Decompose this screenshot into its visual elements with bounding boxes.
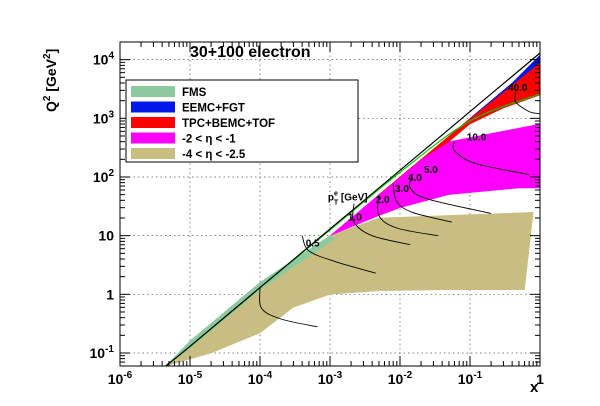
chart-title: 30+100 electron bbox=[190, 44, 311, 61]
y-tick-label: 1 bbox=[106, 286, 114, 302]
x-tick-label: 10-3 bbox=[318, 370, 343, 387]
legend-swatch bbox=[131, 132, 175, 144]
y-tick-labels: 10-1 1 10 102 103 104 bbox=[90, 51, 115, 361]
energy-curve bbox=[514, 92, 541, 115]
x-tick-labels: 10-6 10-5 10-4 10-3 10-2 10-1 1 bbox=[108, 370, 544, 387]
legend-swatch bbox=[131, 86, 175, 97]
energy-label: 3.0 bbox=[395, 184, 409, 195]
energy-curve bbox=[259, 287, 318, 328]
y-axis-label: Q2 [GeV2] bbox=[42, 49, 59, 112]
x-tick-label: 10-2 bbox=[388, 370, 413, 387]
legend-swatch bbox=[131, 117, 175, 128]
axis-ticks bbox=[119, 41, 541, 367]
energy-curve bbox=[392, 184, 452, 223]
energy-curve bbox=[352, 203, 411, 246]
legend-swatch bbox=[131, 101, 175, 113]
x-tick-label: 10-1 bbox=[458, 370, 483, 387]
energy-curve bbox=[377, 194, 439, 237]
x-tick-label: 10-4 bbox=[248, 370, 273, 387]
energy-curve bbox=[452, 141, 530, 176]
energy-curve bbox=[408, 175, 492, 214]
x-axis-label: x bbox=[530, 379, 539, 396]
energy-curves: 0.5 1.0 2.0 3.04.05.0 10.0 40.0 bbox=[259, 83, 541, 328]
legend-swatch bbox=[131, 148, 175, 159]
y-tick-label: 104 bbox=[93, 51, 115, 68]
legend-label: -4 < η < -2.5 bbox=[182, 149, 246, 161]
pt-annotation: pe T [GeV] bbox=[328, 190, 368, 206]
y-tick-label: 10 bbox=[98, 228, 114, 244]
kinematic-limit-line bbox=[165, 52, 541, 367]
x-tick-label: 10-5 bbox=[178, 370, 203, 387]
y-tick-label: 103 bbox=[93, 109, 115, 126]
x-tick-label: 1 bbox=[536, 371, 544, 387]
energy-label: 40.0 bbox=[508, 83, 528, 94]
legend-label: -2 < η < -1 bbox=[182, 134, 236, 146]
energy-label: 1.0 bbox=[348, 213, 362, 224]
energy-label: 4.0 bbox=[408, 173, 422, 184]
energy-label: 0.5 bbox=[306, 239, 320, 250]
x-tick-label: 10-6 bbox=[108, 370, 133, 387]
energy-label: 10.0 bbox=[467, 132, 487, 143]
legend-label: FMS bbox=[182, 87, 207, 99]
energy-label: 5.0 bbox=[424, 165, 438, 176]
energy-curve bbox=[301, 235, 376, 274]
legend-label: EEMC+FGT bbox=[182, 103, 245, 115]
legend: FMS EEMC+FGT TPC+BEMC+TOF -2 < η < -1 -4 < η… bbox=[125, 79, 359, 163]
curves bbox=[165, 52, 541, 367]
legend-label: TPC+BEMC+TOF bbox=[182, 118, 275, 130]
y-tick-label: 102 bbox=[93, 168, 115, 185]
annotations: pe T [GeV] bbox=[328, 190, 368, 206]
energy-label: 2.0 bbox=[376, 195, 390, 206]
y-tick-label: 10-1 bbox=[90, 344, 115, 361]
